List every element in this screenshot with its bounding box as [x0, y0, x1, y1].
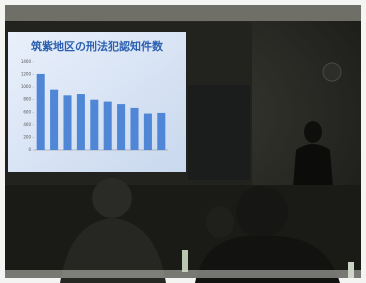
desk-edge	[5, 270, 361, 278]
bar	[117, 104, 125, 150]
blackboard	[188, 85, 250, 180]
photo: 筑紫地区の刑法犯認知件数 0200400600800100012001400	[0, 0, 366, 283]
y-tick-label: 200	[23, 134, 31, 139]
bar	[50, 90, 58, 150]
ceiling	[5, 5, 361, 21]
y-tick-label: 800	[23, 97, 31, 102]
bar	[37, 74, 45, 150]
audience-head	[206, 206, 234, 238]
clock	[323, 63, 341, 81]
presenter-head	[304, 121, 322, 143]
y-tick-label: 1200	[21, 72, 32, 77]
bar	[144, 114, 152, 150]
y-tick-label: 400	[23, 122, 31, 127]
bar	[104, 102, 112, 150]
bar	[130, 108, 138, 150]
bar	[77, 94, 85, 150]
bar	[157, 113, 165, 150]
bottle	[182, 250, 188, 272]
slide-title: 筑紫地区の刑法犯認知件数	[31, 39, 164, 53]
audience-head	[236, 186, 288, 238]
y-tick-label: 600	[23, 109, 31, 114]
y-tick-label: 1000	[21, 84, 32, 89]
bar	[63, 95, 71, 150]
y-tick-label: 1400	[21, 59, 32, 64]
bar	[90, 100, 98, 150]
audience-head	[92, 178, 132, 218]
